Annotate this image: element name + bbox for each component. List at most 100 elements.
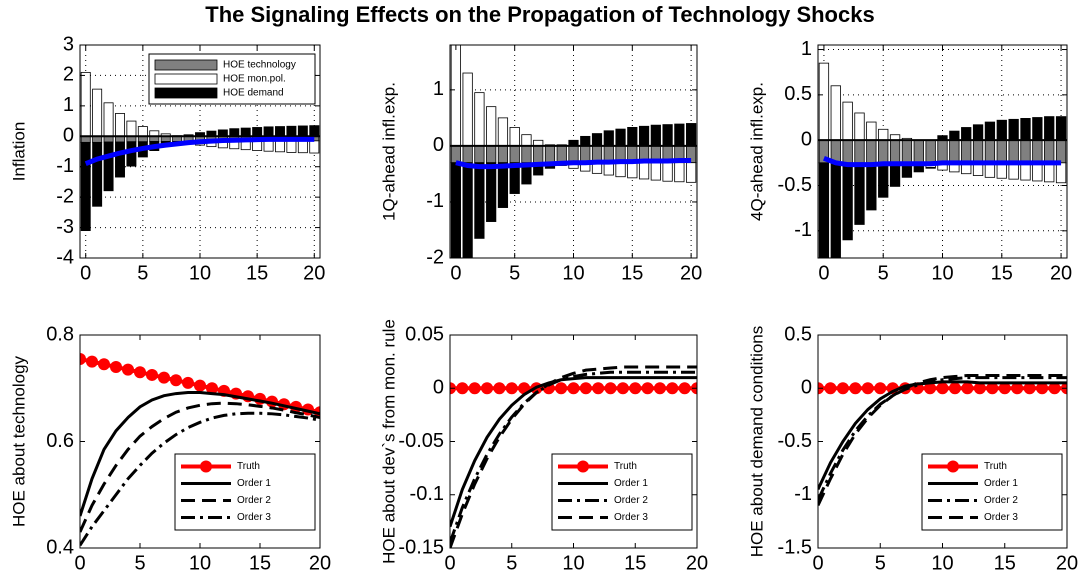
y-tick-label: -1 <box>426 190 444 212</box>
bar <box>913 139 924 164</box>
y-axis-label: HOE about technology <box>9 355 28 527</box>
x-tick-label: 5 <box>875 552 886 574</box>
legend-label: Order 2 <box>237 495 271 506</box>
bar <box>103 102 114 137</box>
legend-label: Order 3 <box>984 512 1018 523</box>
x-tick-label: 0 <box>74 552 85 574</box>
bar <box>686 123 697 147</box>
bar <box>450 45 461 147</box>
legend-label: Order 3 <box>237 512 271 523</box>
plot-content <box>818 373 1067 507</box>
bar <box>252 140 263 151</box>
bar <box>638 162 650 180</box>
x-tick-label: 20 <box>1050 262 1072 284</box>
bar <box>509 162 520 194</box>
x-tick-label: 10 <box>931 262 953 284</box>
bar <box>137 126 148 137</box>
bar <box>462 72 473 147</box>
y-tick-label: 0.05 <box>405 323 444 345</box>
y-tick-label: 0.6 <box>46 430 74 452</box>
series-line <box>84 136 315 166</box>
bar <box>1020 118 1031 141</box>
legend: Truth Order 1 Order 2 Order 3 <box>921 453 1063 531</box>
series-line <box>823 155 1062 168</box>
bar <box>949 139 960 164</box>
bar <box>497 117 509 147</box>
marker <box>1036 382 1049 395</box>
marker <box>505 382 518 395</box>
x-tick-label: 20 <box>1056 552 1078 574</box>
subplot: 0 5 10 15 20 -4 -3 -2 -1 0 1 2 3 Inflation HOE technol… <box>9 33 325 284</box>
bar <box>662 124 673 147</box>
bar <box>615 128 626 147</box>
marker <box>1023 382 1036 395</box>
y-tick-label: 1 <box>433 78 444 100</box>
y-axis-label: 4Q-ahead infl.exp. <box>747 82 766 221</box>
series-line <box>450 365 697 548</box>
x-tick-label: 15 <box>621 262 643 284</box>
legend-label: Truth <box>237 461 260 472</box>
y-tick-label: 0 <box>433 134 444 156</box>
x-tick-label: 20 <box>680 262 702 284</box>
bar <box>1032 162 1043 182</box>
marker <box>493 382 506 395</box>
bar <box>1055 162 1067 184</box>
y-tick-label: 1 <box>63 94 74 116</box>
series-line <box>818 380 1067 491</box>
marker <box>468 382 481 395</box>
bar <box>842 101 853 141</box>
bar <box>263 126 274 137</box>
bar <box>474 145 485 164</box>
x-tick-label: 0 <box>450 262 461 284</box>
bar <box>603 130 614 147</box>
x-tick-label: 5 <box>134 552 145 574</box>
bar <box>830 85 841 141</box>
bar <box>1044 116 1055 141</box>
bar <box>497 145 509 164</box>
x-tick-label: 20 <box>309 552 331 574</box>
y-tick-label: -1 <box>794 483 812 505</box>
bar <box>925 139 936 164</box>
x-tick-label: 10 <box>189 262 211 284</box>
bar <box>486 106 497 147</box>
bar <box>889 139 901 164</box>
bar <box>115 113 125 137</box>
plot-content <box>450 45 697 258</box>
bar <box>972 124 984 141</box>
y-tick-label: -0.15 <box>398 536 444 558</box>
marker <box>924 382 937 395</box>
bar <box>297 140 308 154</box>
y-tick-label: -1.5 <box>778 536 812 558</box>
legend: HOE technology HOE mon.pol. HOE demand <box>148 53 316 105</box>
bar <box>878 162 889 198</box>
bar <box>866 121 877 141</box>
bar <box>866 162 877 211</box>
x-tick-label: 10 <box>562 552 584 574</box>
bar <box>854 112 865 141</box>
bar <box>984 121 996 141</box>
series-line <box>818 376 1067 501</box>
bar <box>925 166 936 169</box>
series-line <box>455 157 692 170</box>
legend-marker <box>947 460 959 473</box>
legend-label: Order 3 <box>614 512 648 523</box>
marker <box>653 382 666 395</box>
marker <box>1048 382 1061 395</box>
bar <box>80 71 91 137</box>
bar <box>450 145 461 164</box>
bar <box>103 141 114 192</box>
bar <box>229 128 240 137</box>
bar <box>854 162 865 225</box>
x-tick-label: 0 <box>80 262 91 284</box>
bar <box>509 145 520 164</box>
legend-marker <box>200 460 212 473</box>
x-tick-label: 0 <box>818 262 829 284</box>
legend-label: HOE mon.pol. <box>223 74 286 85</box>
x-tick-label: 0 <box>812 552 823 574</box>
marker <box>110 360 122 373</box>
bar <box>252 127 263 137</box>
y-axis-label: Inflation <box>9 122 28 182</box>
bar <box>533 145 544 164</box>
bar <box>521 145 532 164</box>
